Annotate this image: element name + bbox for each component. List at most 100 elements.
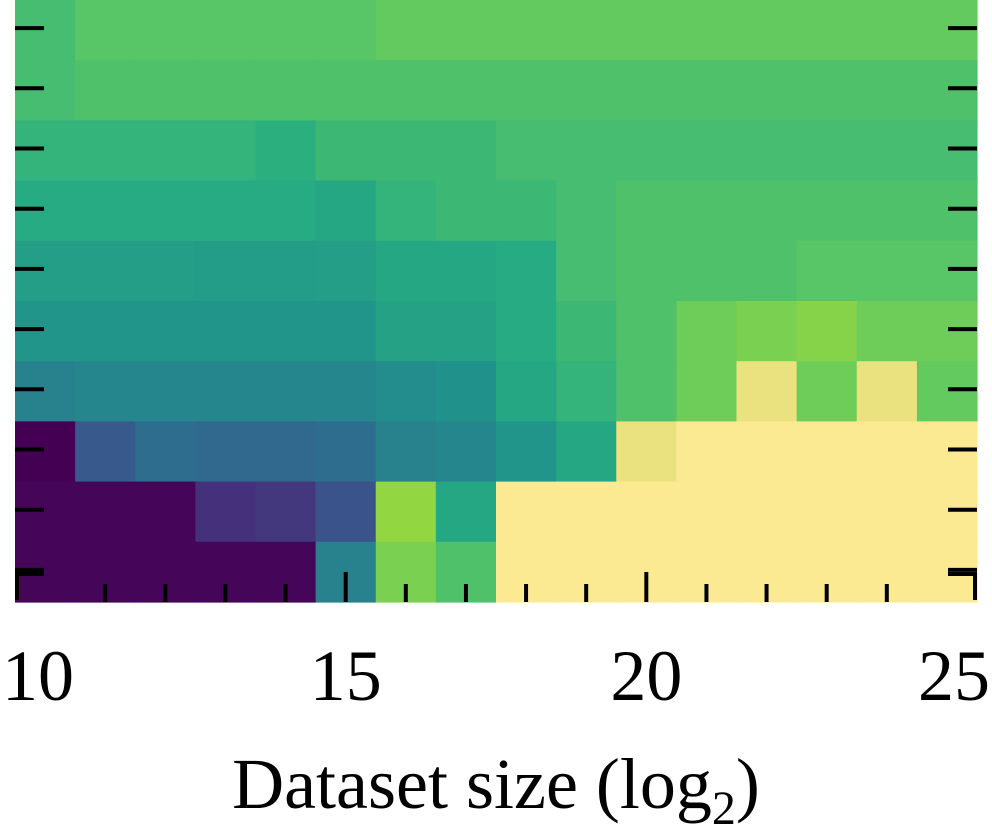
heatmap-cell: [195, 301, 257, 362]
heatmap-cell: [435, 361, 497, 422]
heatmap-cell: [315, 421, 377, 483]
heatmap-cell: [856, 0, 918, 61]
heatmap-cell: [916, 120, 978, 182]
heatmap-cell: [315, 361, 377, 422]
heatmap-cell: [676, 60, 738, 121]
heatmap-cell: [375, 240, 437, 302]
heatmap-cell: [195, 481, 257, 543]
heatmap-cell: [496, 120, 557, 182]
heatmap-cell: [75, 0, 136, 61]
heatmap-cell: [736, 481, 798, 543]
heatmap-cell: [135, 361, 196, 422]
heatmap-cell: [435, 240, 497, 302]
heatmap-cell: [916, 421, 978, 483]
heatmap-cell: [315, 481, 377, 543]
heatmap-cell: [856, 361, 918, 422]
heatmap-cell: [676, 421, 738, 483]
heatmap-cell: [375, 421, 437, 483]
heatmap-cell: [736, 421, 798, 483]
heatmap-cell: [796, 240, 858, 302]
heatmap-cell: [916, 60, 978, 121]
heatmap-cell: [916, 180, 978, 242]
heatmap-cell: [616, 361, 677, 422]
heatmap-cell: [15, 361, 76, 422]
heatmap-cell: [435, 120, 497, 182]
heatmap-cell: [496, 361, 557, 422]
heatmap-cell: [856, 60, 918, 121]
heatmap-cell: [736, 120, 798, 182]
heatmap-cell: [796, 361, 858, 422]
heatmap-cell: [916, 361, 978, 422]
heatmap-cell: [736, 361, 798, 422]
heatmap-cell: [315, 301, 377, 362]
heatmap-cell: [496, 421, 557, 483]
heatmap-cell: [556, 240, 617, 302]
heatmap-cell: [375, 0, 437, 61]
heatmap-cell: [676, 180, 738, 242]
heatmap-cell: [135, 0, 196, 61]
heatmap-cell: [916, 481, 978, 543]
heatmap-cell: [496, 0, 557, 61]
heatmap-cell: [496, 60, 557, 121]
heatmap-cell: [616, 120, 677, 182]
heatmap-cell: [676, 361, 738, 422]
heatmap-cell: [75, 421, 136, 483]
heatmap-cell: [496, 180, 557, 242]
heatmap-cell: [796, 60, 858, 121]
x-tick-labels: 10 15 20 25: [2, 636, 990, 716]
heatmap-cell: [796, 0, 858, 61]
heatmap-cell: [375, 180, 437, 242]
heatmap-cell: [616, 301, 677, 362]
heatmap-cell: [556, 180, 617, 242]
heatmap-cell: [435, 0, 497, 61]
heatmap-cell: [15, 180, 76, 242]
heatmap-cell: [856, 421, 918, 483]
heatmap-cell: [75, 120, 136, 182]
heatmap-cell: [736, 301, 798, 362]
heatmap-cell: [75, 301, 136, 362]
heatmap-cell: [736, 60, 798, 121]
heatmap-cell: [255, 0, 317, 61]
heatmap-cell: [856, 481, 918, 543]
heatmap-cell: [195, 421, 257, 483]
heatmap-cell: [315, 120, 377, 182]
heatmap-cell: [435, 180, 497, 242]
heatmap-cell: [676, 120, 738, 182]
heatmap-cell: [195, 60, 257, 121]
heatmap-cell: [916, 240, 978, 302]
heatmap-cell: [736, 180, 798, 242]
heatmap-cell: [796, 481, 858, 543]
heatmap-cell: [556, 0, 617, 61]
heatmap-cell: [435, 421, 497, 483]
heatmap-cell: [736, 240, 798, 302]
heatmap-cell: [195, 120, 257, 182]
heatmap-cell: [75, 60, 136, 121]
heatmap-cell: [556, 421, 617, 483]
heatmap-cell: [676, 0, 738, 61]
heatmap-cell: [15, 60, 76, 121]
heatmap-cell: [255, 240, 317, 302]
heatmap-cell: [916, 301, 978, 362]
heatmap-cell: [435, 481, 497, 543]
heatmap-cell: [255, 421, 317, 483]
heatmap-cell: [255, 481, 317, 543]
heatmap-cell: [856, 180, 918, 242]
heatmap-cell: [435, 301, 497, 362]
heatmap-cell: [796, 421, 858, 483]
heatmap-cell: [75, 361, 136, 422]
heatmap-cell: [916, 0, 978, 61]
heatmap-cell: [315, 60, 377, 121]
heatmap-cell: [435, 60, 497, 121]
heatmap-cell: [255, 120, 317, 182]
heatmap-cell: [856, 120, 918, 182]
heatmap-cell: [255, 60, 317, 121]
heatmap-cell: [856, 240, 918, 302]
heatmap-cells: [15, 0, 978, 603]
heatmap-cell: [375, 361, 437, 422]
x-tick-label: 10: [2, 636, 74, 716]
heatmap-cell: [135, 180, 196, 242]
heatmap-cell: [556, 301, 617, 362]
heatmap-cell: [195, 0, 257, 61]
heatmap-cell: [135, 421, 196, 483]
heatmap-cell: [616, 481, 677, 543]
